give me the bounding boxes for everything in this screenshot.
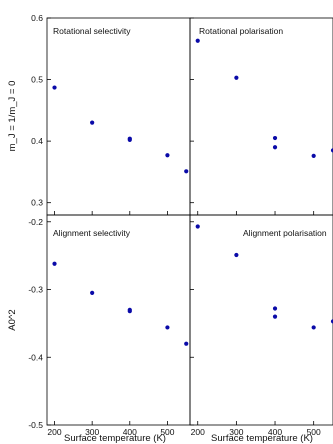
panel-title-alignment-selectivity: Alignment selectivity (53, 228, 131, 238)
data-point-3-5 (330, 319, 333, 324)
x-axis-label-left: Surface temperature (K) (64, 433, 166, 444)
y-axis-label-bottom: A0^2 (7, 309, 18, 330)
data-point-2-3 (127, 309, 132, 314)
x-tick-label-2-1: 300 (85, 427, 99, 437)
data-point-2-0 (52, 261, 57, 266)
x-tick-label-3-0: 200 (191, 427, 205, 437)
panel-title-rotational-selectivity: Rotational selectivity (53, 26, 131, 36)
data-point-2-5 (184, 341, 189, 346)
data-point-1-3 (272, 145, 278, 150)
y-tick-label-0-2: 0.5 (31, 75, 43, 85)
data-point-3-3 (272, 314, 278, 319)
data-point-0-0 (52, 85, 57, 90)
y-tick-label-2-2: -0.3 (28, 285, 43, 295)
data-point-1-4 (311, 153, 316, 158)
data-point-1-0 (195, 38, 200, 43)
data-point-0-5 (184, 169, 189, 174)
x-tick-label-3-1: 300 (229, 427, 243, 437)
x-tick-label-3-2: 400 (268, 427, 282, 437)
data-point-1-2 (272, 135, 278, 141)
y-tick-label-0-1: 0.4 (31, 136, 43, 146)
y-tick-label-2-0: -0.5 (28, 420, 43, 430)
data-point-3-0 (195, 224, 200, 229)
data-point-3-4 (311, 325, 316, 330)
panel-title-alignment-polarisation: Alignment polarisation (243, 228, 327, 238)
y-axis-label-top: m_J = 1/m_J = 0 (7, 81, 18, 152)
panel-frame-top-right (189, 17, 333, 216)
panel-frame-top-left (46, 17, 191, 216)
data-point-2-1 (90, 290, 95, 296)
x-tick-label-2-2: 400 (123, 427, 137, 437)
y-tick-label-2-3: -0.2 (28, 217, 43, 227)
data-point-3-2 (272, 306, 278, 311)
panel-frame-bottom-left (46, 214, 191, 426)
y-tick-label-0-3: 0.6 (31, 13, 43, 23)
panel-title-rotational-polarisation: Rotational polarisation (199, 26, 283, 36)
data-point-0-1 (90, 120, 95, 125)
x-tick-label-2-3: 500 (160, 427, 174, 437)
data-point-3-1 (234, 252, 239, 258)
y-tick-label-2-1: -0.4 (28, 352, 43, 362)
panel-frame-bottom-right (189, 214, 333, 426)
y-tick-label-0-0: 0.3 (31, 198, 43, 208)
data-point-1-1 (234, 75, 239, 80)
x-tick-label-2-0: 200 (47, 427, 61, 437)
data-point-0-4 (165, 153, 170, 158)
x-axis-label-right: Surface temperature (K) (211, 433, 313, 444)
x-tick-label-3-3: 500 (307, 427, 321, 437)
data-point-2-4 (165, 325, 170, 330)
data-point-0-3 (127, 137, 132, 142)
data-point-1-5 (330, 148, 333, 153)
